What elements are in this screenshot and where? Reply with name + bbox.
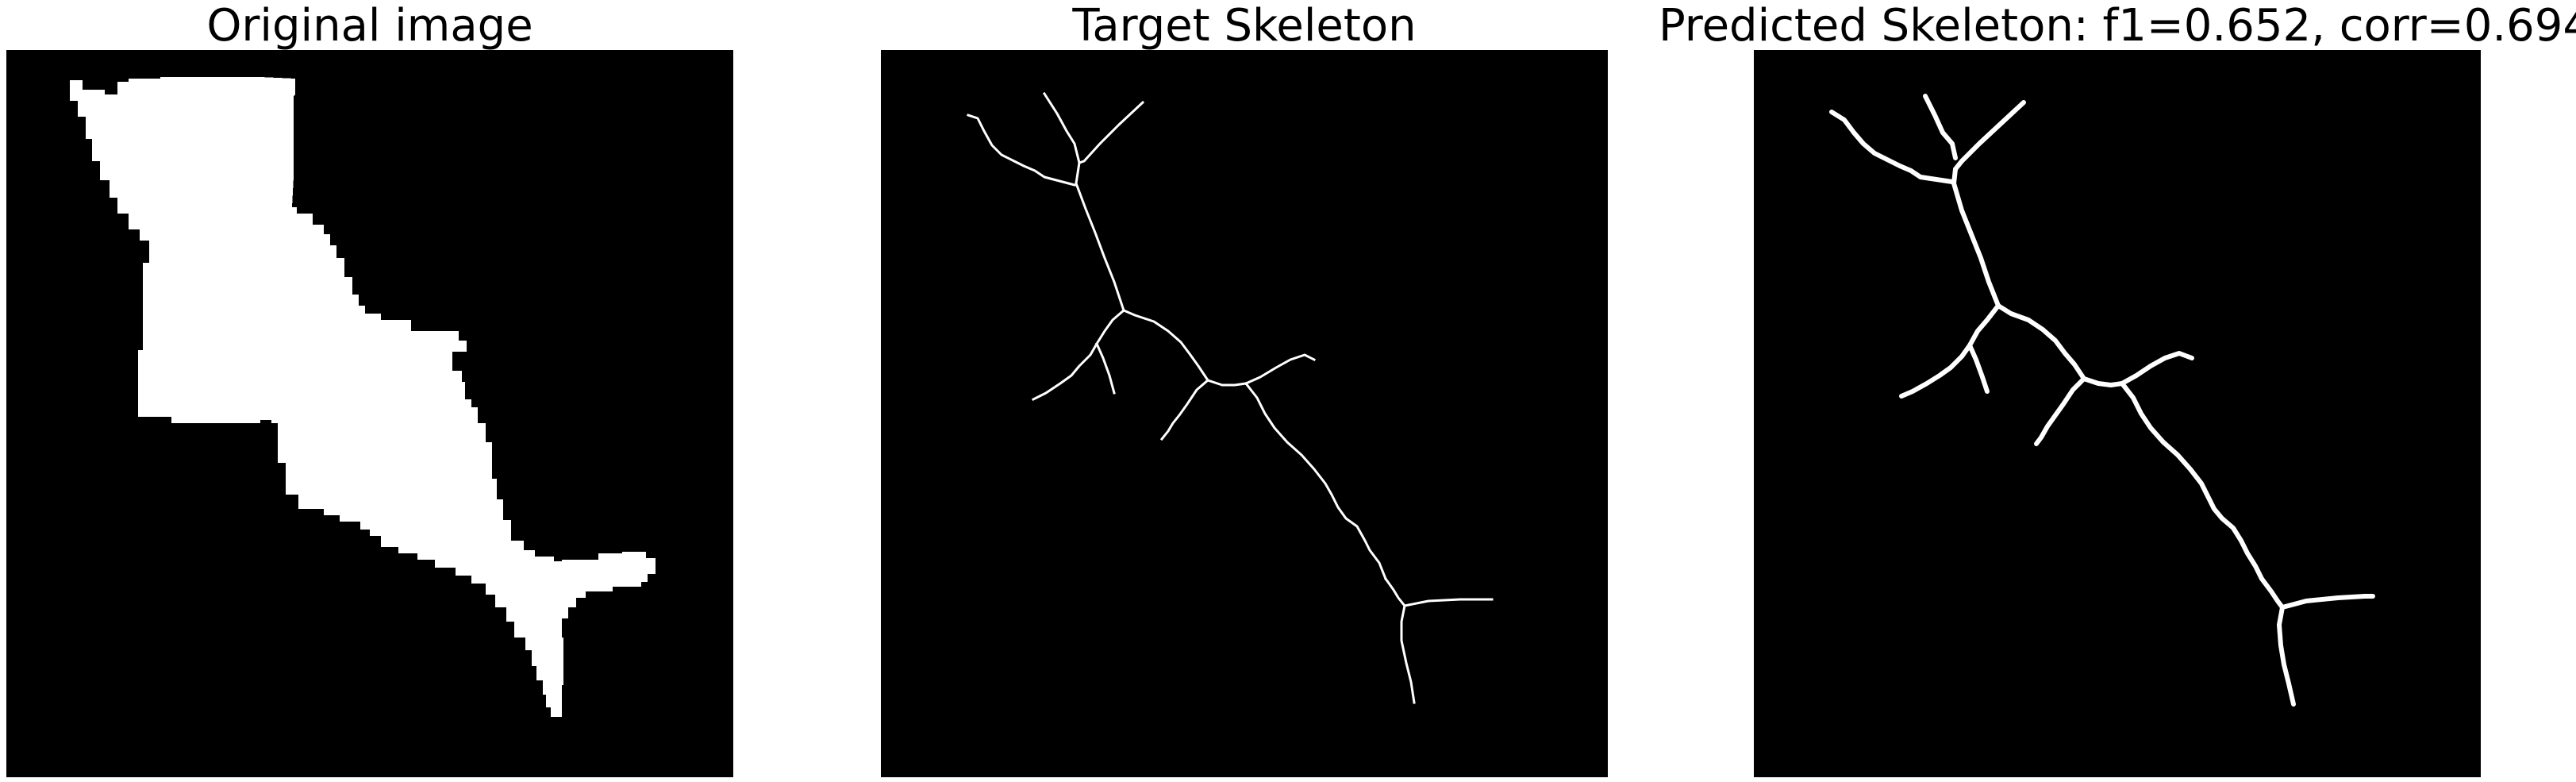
original-binary-mask — [6, 50, 733, 777]
panel-original-image: Original image — [6, 0, 733, 782]
predicted-skeleton-canvas — [1754, 50, 2481, 777]
target-skeleton-lines — [881, 50, 1608, 777]
panel-target-skeleton: Target Skeleton — [881, 0, 1608, 782]
panel-title: Original image — [206, 0, 533, 52]
panel-title: Predicted Skeleton: f1=0.652, corr=0.694 — [1659, 0, 2576, 52]
target-skeleton-canvas — [881, 50, 1608, 777]
predicted-skeleton-lines — [1754, 50, 2481, 777]
panel-predicted-skeleton: Predicted Skeleton: f1=0.652, corr=0.694 — [1659, 0, 2576, 782]
panel-title: Target Skeleton — [1072, 0, 1417, 52]
original-image-canvas — [6, 50, 733, 777]
